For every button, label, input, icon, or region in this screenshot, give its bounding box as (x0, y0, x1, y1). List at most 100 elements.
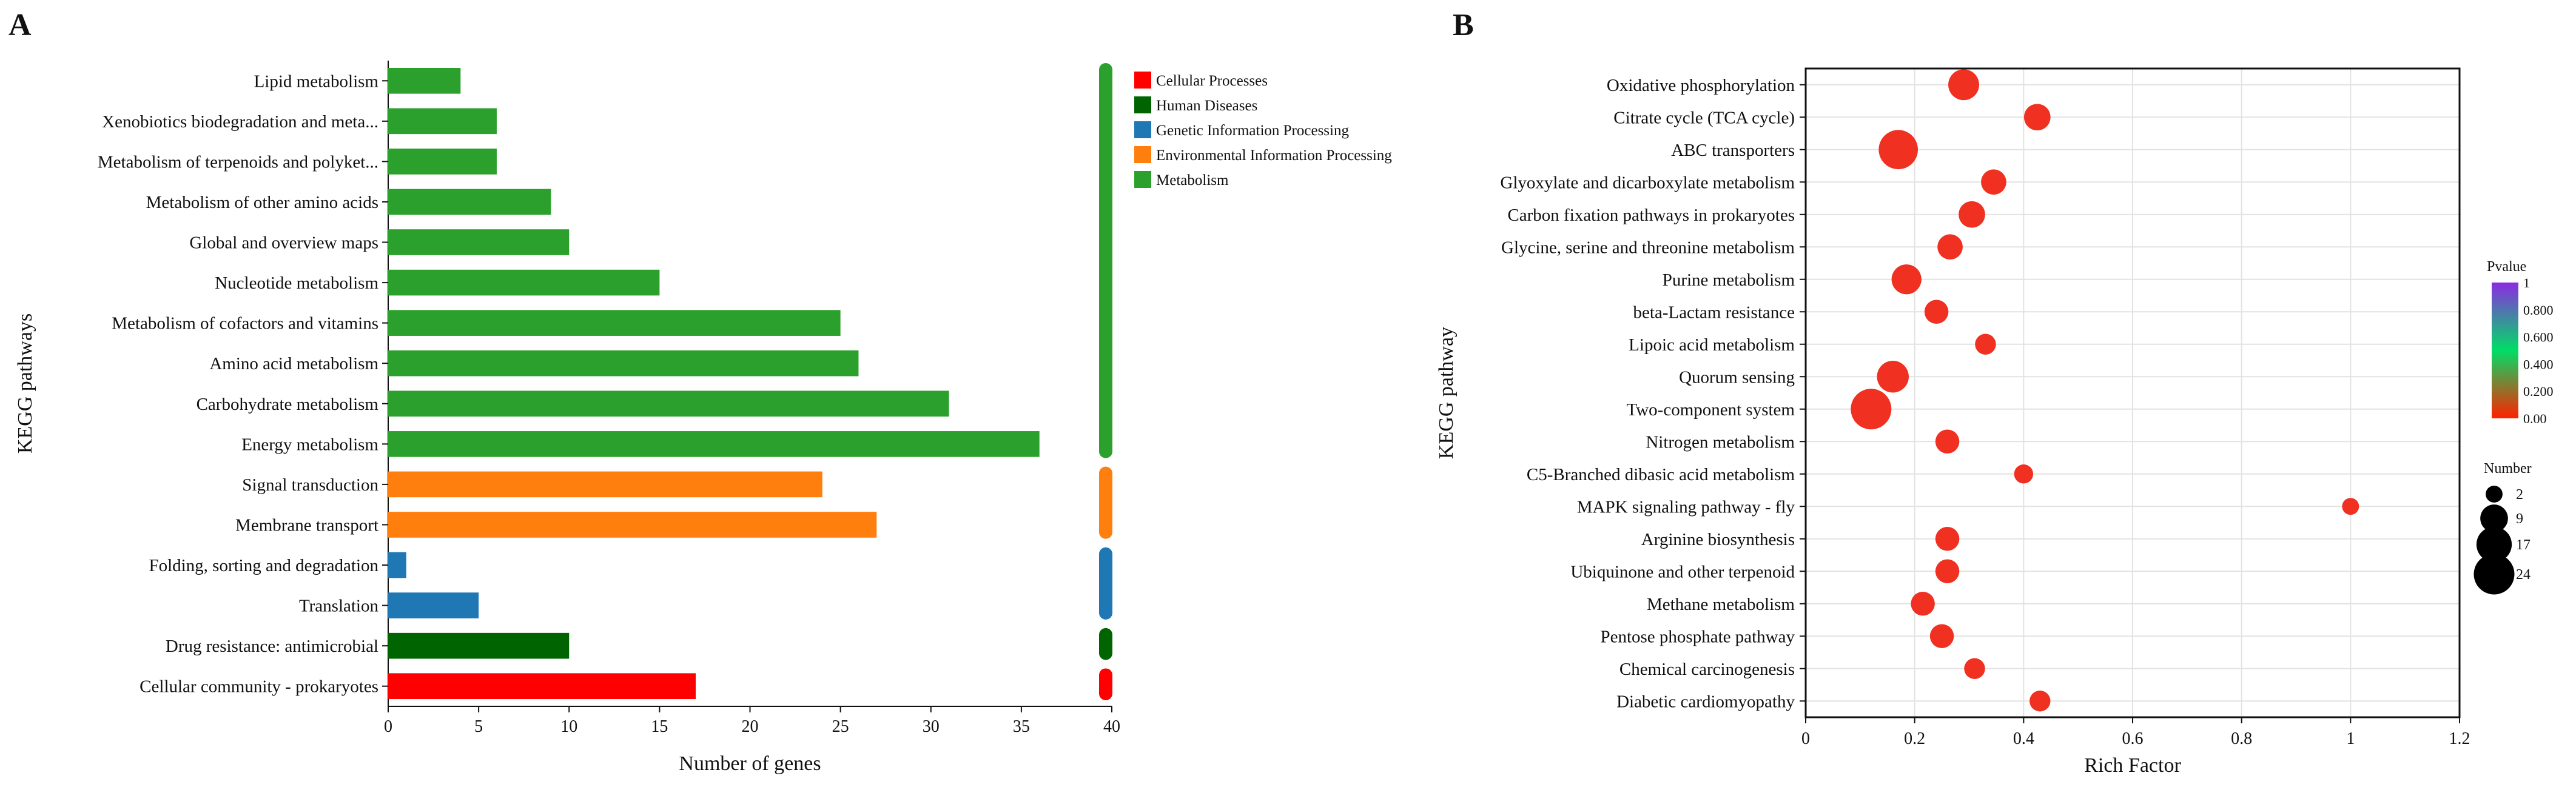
scatter-point (1975, 333, 1996, 355)
pvalue-tick-label: 0.200 (2523, 384, 2554, 399)
y-tick-label: Nucleotide metabolism (215, 273, 378, 293)
y-tick-label: C5-Branched dibasic acid metabolism (1527, 465, 1795, 484)
bar (388, 471, 822, 498)
group-indicator-bar (1099, 466, 1112, 539)
number-legend-label: 17 (2516, 537, 2531, 553)
scatter-point (1935, 527, 1960, 551)
y-tick-label: Lipoic acid metabolism (1629, 335, 1795, 355)
scatter-point (1948, 69, 1979, 101)
y-tick-label: Energy metabolism (241, 435, 378, 454)
y-tick-label: Carbohydrate metabolism (197, 395, 379, 414)
y-axis-title: KEGG pathway (1435, 327, 1458, 459)
y-tick-label: Metabolism of other amino acids (146, 193, 378, 212)
pvalue-tick-label: 0.800 (2523, 303, 2554, 318)
scatter-point (1877, 361, 1909, 393)
y-tick-label: Quorum sensing (1679, 367, 1795, 387)
y-tick-label: Global and overview maps (189, 233, 378, 253)
y-tick-label: Oxidative phosphorylation (1607, 76, 1795, 95)
x-tick-label: 20 (742, 717, 759, 736)
x-tick-label: 0.2 (1904, 729, 1925, 748)
y-tick-label: Metabolism of cofactors and vitamins (112, 314, 378, 333)
legend-label: Cellular Processes (1156, 73, 1268, 89)
number-legend-title: Number (2484, 461, 2532, 477)
panel-a-letter: A (8, 8, 32, 42)
bar (388, 350, 859, 377)
x-tick-label: 15 (651, 717, 668, 736)
x-axis-title: Number of genes (679, 752, 821, 775)
bar (388, 431, 1040, 457)
scatter-point (1891, 264, 1922, 295)
scatter-point (1911, 592, 1935, 616)
y-tick-label: Metabolism of terpenoids and polyket... (98, 152, 378, 172)
bar (388, 189, 551, 215)
pvalue-colorbar (2492, 283, 2518, 418)
bar (388, 632, 570, 659)
y-tick-label: Xenobiotics biodegradation and meta... (102, 112, 378, 132)
bar (388, 512, 877, 538)
scatter-point (1959, 201, 1985, 228)
number-legend-dot (2473, 554, 2515, 595)
scatter-point (1935, 559, 1960, 583)
y-axis-title: KEGG pathways (14, 313, 36, 454)
scatter-point (1924, 300, 1949, 324)
scatter-point (2342, 498, 2359, 515)
y-tick-label: Chemical carcinogenesis (1619, 660, 1795, 679)
y-tick-label: Purine metabolism (1663, 270, 1795, 290)
pvalue-tick-label: 1 (2523, 275, 2530, 290)
scatter-point (2023, 104, 2051, 131)
bar (388, 269, 660, 296)
y-tick-label: Pentose phosphate pathway (1600, 627, 1795, 646)
x-tick-label: 1 (2346, 729, 2355, 748)
number-legend-label: 2 (2516, 487, 2523, 503)
y-tick-label: Arginine biosynthesis (1641, 530, 1795, 549)
x-tick-label: 0.8 (2231, 729, 2252, 748)
scatter-point (1937, 234, 1963, 260)
legend-swatch (1134, 171, 1151, 188)
y-tick-label: Lipid metabolism (254, 72, 379, 91)
y-tick-label: Glycine, serine and threonine metabolism (1501, 238, 1795, 257)
x-axis-title: Rich Factor (2084, 754, 2181, 777)
y-tick-label: Nitrogen metabolism (1646, 432, 1795, 452)
x-tick-label: 1.2 (2449, 729, 2470, 748)
x-tick-label: 30 (923, 717, 940, 736)
y-tick-label: beta-Lactam resistance (1633, 303, 1795, 322)
number-legend-label: 24 (2516, 567, 2531, 583)
scatter-point (1964, 658, 1985, 679)
scatter-point (1981, 169, 2006, 195)
bar (388, 310, 841, 336)
y-tick-label: Carbon fixation pathways in prokaryotes (1507, 206, 1795, 225)
y-tick-label: Signal transduction (242, 475, 378, 495)
y-tick-label: Cellular community - prokaryotes (140, 677, 378, 697)
number-legend-dot (2480, 504, 2508, 532)
legend-label: Genetic Information Processing (1156, 122, 1349, 139)
group-indicator-bar (1099, 668, 1112, 700)
y-tick-label: Methane metabolism (1647, 595, 1795, 614)
x-tick-label: 25 (832, 717, 849, 736)
scatter-point (1935, 429, 1960, 454)
legend-swatch (1134, 121, 1151, 138)
y-tick-label: Translation (299, 597, 379, 616)
bar (388, 229, 570, 255)
bar (388, 149, 497, 175)
group-indicator-bar (1099, 547, 1112, 620)
scatter-point (1878, 130, 1919, 170)
bar (388, 67, 461, 94)
bar (388, 108, 497, 135)
scatter-point (1929, 624, 1954, 648)
y-tick-label: Folding, sorting and degradation (149, 556, 378, 575)
number-legend-dot (2486, 486, 2503, 503)
legend-label: Environmental Information Processing (1156, 147, 1392, 164)
pvalue-tick-label: 0.00 (2523, 411, 2547, 426)
x-tick-label: 0.4 (2013, 729, 2034, 748)
x-tick-label: 0 (1801, 729, 1810, 748)
x-tick-label: 0 (384, 717, 392, 736)
x-tick-label: 0.6 (2122, 729, 2144, 748)
x-tick-label: 35 (1013, 717, 1030, 736)
panel-b-letter: B (1453, 8, 1474, 42)
pvalue-legend-title: Pvalue (2487, 259, 2526, 275)
y-tick-label: ABC transporters (1671, 141, 1795, 160)
pvalue-tick-label: 0.600 (2523, 330, 2554, 345)
x-tick-label: 5 (474, 717, 483, 736)
number-legend-dot (2476, 526, 2512, 563)
